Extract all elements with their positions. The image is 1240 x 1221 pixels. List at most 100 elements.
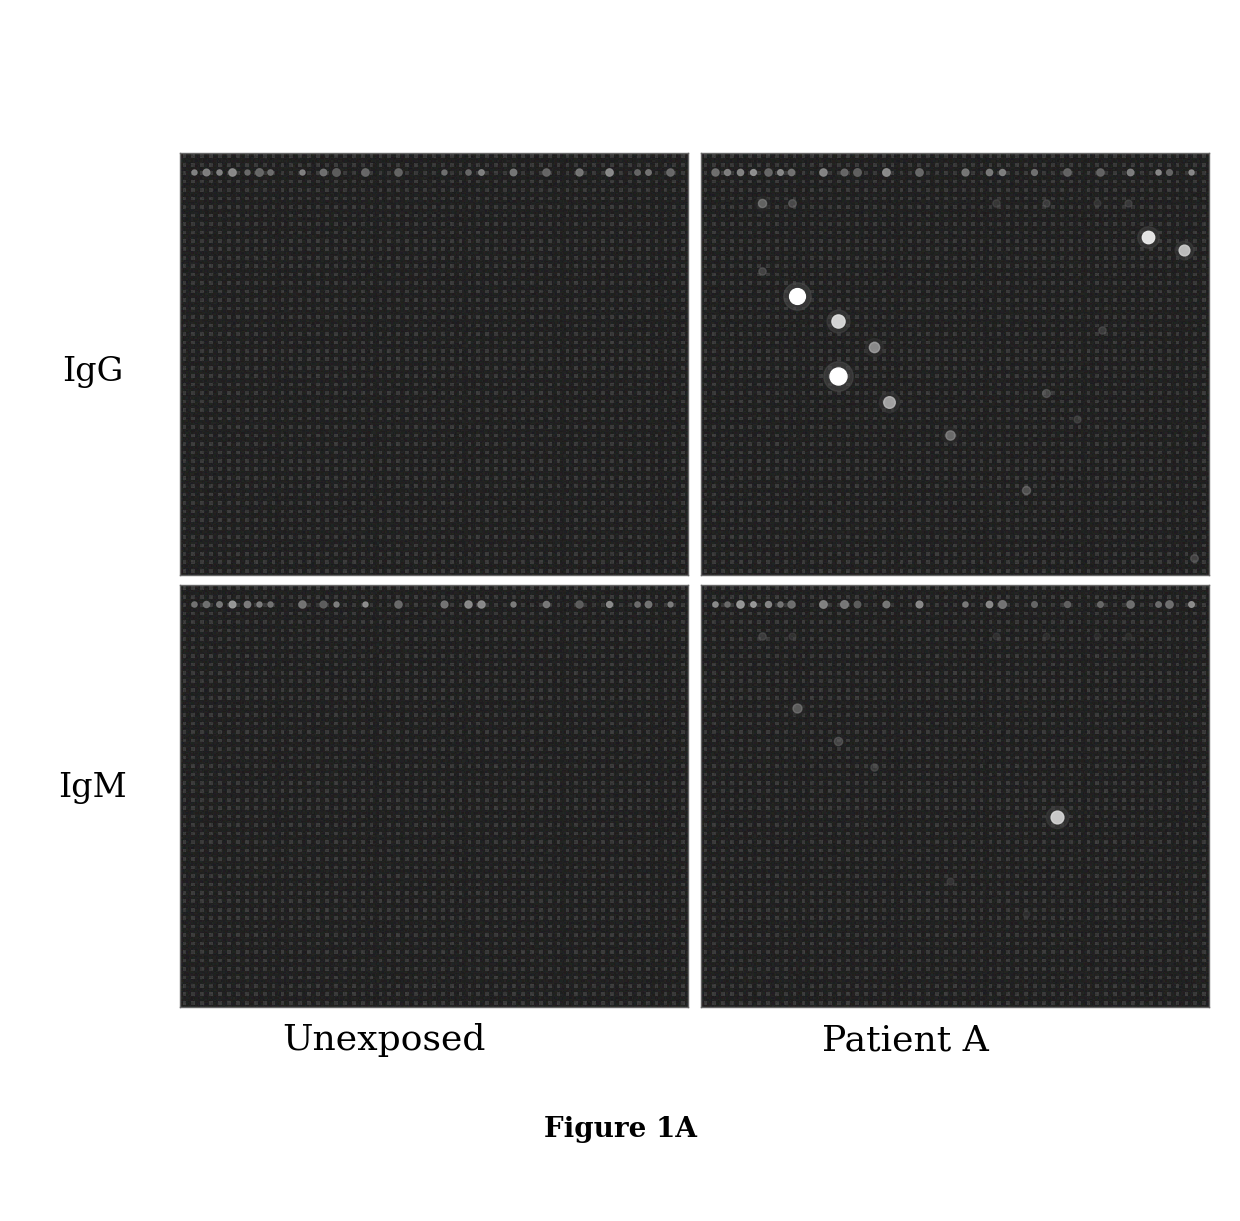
Point	[536, 162, 556, 182]
Point	[828, 366, 848, 386]
Point	[502, 162, 522, 182]
Point	[909, 162, 929, 182]
Point	[569, 162, 589, 182]
Point	[980, 595, 999, 614]
Point	[1087, 193, 1107, 212]
Point	[222, 162, 242, 182]
Point	[388, 595, 408, 614]
Point	[986, 626, 1006, 646]
Point	[661, 595, 681, 614]
Point	[1066, 409, 1086, 429]
Point	[787, 698, 807, 718]
Point	[222, 595, 242, 614]
Point	[847, 162, 867, 182]
Point	[770, 595, 790, 614]
Point	[835, 595, 854, 614]
Text: Figure 1A: Figure 1A	[543, 1116, 697, 1143]
Point	[661, 162, 681, 182]
Point	[1120, 595, 1140, 614]
Point	[940, 426, 960, 446]
Point	[704, 162, 724, 182]
Point	[1148, 595, 1168, 614]
Point	[828, 311, 848, 331]
Point	[197, 595, 217, 614]
Point	[1174, 241, 1194, 260]
Point	[637, 595, 657, 614]
Point	[980, 162, 999, 182]
Point	[877, 162, 897, 182]
Point	[787, 698, 807, 718]
Point	[751, 193, 771, 212]
Point	[863, 337, 883, 357]
Point	[1174, 241, 1194, 260]
Point	[626, 162, 646, 182]
Point	[955, 162, 975, 182]
Point	[260, 595, 280, 614]
Point	[536, 595, 556, 614]
Point	[210, 162, 229, 182]
Point	[326, 162, 346, 182]
Text: Unexposed: Unexposed	[283, 1023, 486, 1057]
Point	[599, 162, 619, 182]
Point	[1016, 905, 1035, 924]
Point	[599, 595, 619, 614]
Point	[1120, 162, 1140, 182]
Point	[812, 162, 832, 182]
Point	[1117, 626, 1137, 646]
Point	[743, 595, 763, 614]
Point	[210, 595, 229, 614]
Point	[781, 595, 801, 614]
Point	[909, 595, 929, 614]
Point	[184, 595, 203, 614]
Point	[787, 287, 807, 306]
Point	[955, 595, 975, 614]
Point	[637, 162, 657, 182]
Point	[782, 193, 802, 212]
Point	[249, 162, 269, 182]
Point	[1184, 548, 1204, 568]
Point	[626, 595, 646, 614]
Point	[751, 193, 771, 212]
Point	[1024, 595, 1044, 614]
Point	[879, 392, 899, 411]
Point	[743, 162, 763, 182]
Point	[1056, 595, 1076, 614]
Point	[184, 162, 203, 182]
Point	[356, 595, 376, 614]
Point	[1148, 162, 1168, 182]
Point	[471, 162, 491, 182]
Point	[1138, 227, 1158, 247]
Point	[751, 626, 771, 646]
Point	[828, 366, 848, 386]
Point	[1056, 162, 1076, 182]
Point	[459, 595, 479, 614]
Point	[730, 595, 750, 614]
Text: IgG: IgG	[62, 357, 124, 388]
Point	[1138, 227, 1158, 247]
Point	[459, 162, 479, 182]
Point	[502, 595, 522, 614]
Point	[940, 871, 960, 890]
Point	[1016, 481, 1035, 501]
Point	[1087, 626, 1107, 646]
Point	[356, 162, 376, 182]
Point	[828, 311, 848, 331]
Point	[314, 595, 334, 614]
Point	[434, 162, 454, 182]
Point	[992, 595, 1012, 614]
Point	[388, 162, 408, 182]
Point	[877, 595, 897, 614]
Point	[1047, 807, 1066, 827]
Point	[718, 162, 738, 182]
Point	[759, 595, 779, 614]
Point	[1092, 320, 1112, 339]
Point	[1182, 162, 1202, 182]
Point	[704, 595, 724, 614]
Point	[1159, 595, 1179, 614]
Point	[1159, 162, 1179, 182]
Point	[1024, 162, 1044, 182]
Point	[879, 392, 899, 411]
Point	[1117, 193, 1137, 212]
Point	[471, 595, 491, 614]
Point	[1037, 193, 1056, 212]
